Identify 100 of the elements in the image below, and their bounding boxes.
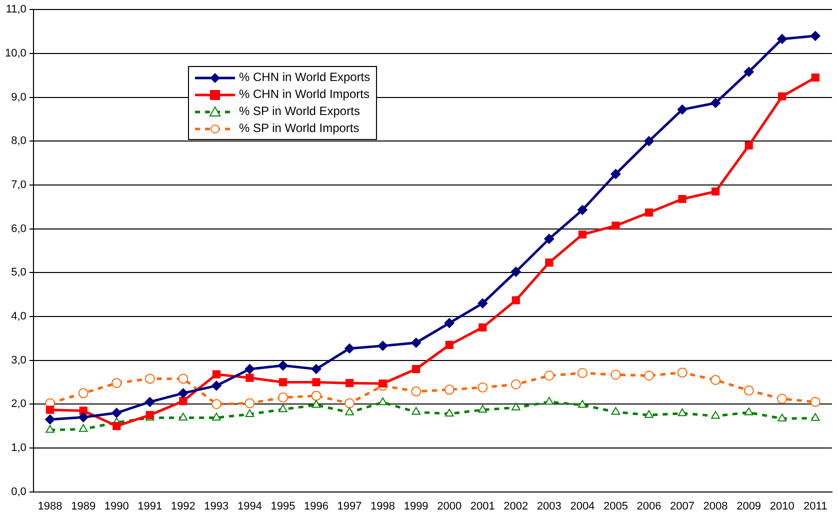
point [444,408,454,417]
point [744,66,754,77]
point [411,386,422,396]
point [478,298,488,308]
point [244,398,255,408]
point [212,370,220,378]
point [510,379,521,390]
x-tick-label: 1991 [138,500,162,512]
point [312,400,321,408]
y-tick-label: 5,0 [11,266,26,279]
x-tick-label: 2002 [504,500,528,512]
point [644,136,654,146]
point [445,340,454,349]
point [45,414,56,424]
point [144,396,155,407]
legend-label: % SP in World Exports [239,103,360,120]
point [677,368,688,378]
point [278,392,288,403]
point [712,187,720,196]
x-tick-label: 2001 [470,500,495,512]
point [212,412,221,420]
point [311,390,322,401]
point [344,343,355,354]
point [378,340,388,351]
legend-label: % CHN in World Exports [239,69,370,86]
x-tick-label: 2006 [636,500,662,512]
point [411,338,422,348]
point [312,378,320,386]
point [78,412,88,422]
point [112,378,122,388]
point [544,370,554,381]
point [345,407,354,416]
x-tick-label: 1995 [270,500,296,512]
point [778,92,786,100]
point [511,402,520,410]
point [744,141,753,150]
point [777,394,788,404]
point [179,397,188,406]
x-tick-label: 1992 [170,500,196,512]
x-tick-label: 2009 [736,500,762,512]
point [810,413,820,421]
point [644,370,654,381]
point [478,323,487,332]
point [478,404,488,413]
point [178,388,188,398]
point [578,230,586,239]
point [512,296,520,304]
point [544,234,554,244]
point [211,399,222,410]
point [577,368,588,378]
point [510,266,521,277]
point [412,365,420,374]
point [810,396,820,407]
point [278,360,288,371]
x-tick-label: 1990 [104,500,129,512]
y-tick-label: 2,0 [11,398,26,410]
point [178,412,188,420]
point [611,407,620,415]
x-tick-label: 1998 [370,500,396,512]
point [578,400,587,408]
y-tick-label: 1,0 [11,442,26,454]
point [78,424,88,432]
point [778,414,786,422]
y-tick-label: 9,0 [11,91,26,104]
point [644,208,654,217]
x-tick-label: 2004 [570,500,595,512]
point [444,318,454,328]
point [112,422,121,430]
point [710,375,721,386]
legend-label: % SP in World Imports [239,120,360,137]
x-tick-label: 2003 [536,500,562,512]
x-tick-label: 1996 [304,500,328,512]
legend-label: % CHN in World Imports [239,86,370,103]
point [278,378,288,386]
y-tick-label: 10,0 [4,47,26,60]
point [311,364,322,374]
point [278,404,288,412]
x-tick-label: 1994 [237,500,262,512]
point [610,370,621,380]
point [46,406,54,414]
point [245,409,254,417]
y-tick-label: 4,0 [11,310,26,322]
point [178,374,188,384]
point [677,104,688,115]
point [577,204,588,215]
x-tick-label: 2008 [703,500,728,512]
point [644,410,654,418]
point [444,384,454,395]
x-tick-label: 1997 [337,500,362,512]
y-tick-label: 11,0 [6,4,26,16]
x-tick-label: 2005 [603,500,628,512]
point [678,194,686,204]
point [545,258,554,267]
point [478,382,488,392]
point [744,407,754,416]
point [246,374,254,382]
point [344,398,355,408]
point [46,424,54,433]
y-tick-label: 8,0 [11,135,26,148]
point [777,34,788,44]
